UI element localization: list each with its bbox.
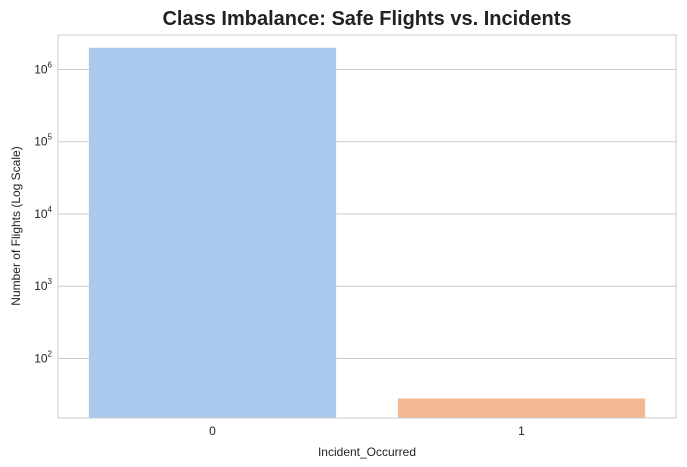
y-tick-label: 102 (34, 349, 52, 365)
y-axis-label: Number of Flights (Log Scale) (9, 146, 23, 305)
x-axis-label: Incident_Occurred (318, 445, 416, 459)
bar-0 (88, 47, 337, 418)
x-tick-label: 0 (209, 424, 216, 438)
y-tick-label: 105 (34, 133, 52, 149)
y-tick-label: 103 (34, 277, 52, 293)
bars (88, 47, 646, 418)
y-tick-exponent: 6 (48, 60, 53, 69)
y-tick-base: 10 (34, 279, 48, 293)
y-tick-exponent: 4 (48, 205, 53, 214)
chart-title: Class Imbalance: Safe Flights vs. Incide… (162, 8, 571, 30)
y-tick-base: 10 (34, 351, 48, 365)
bar-1 (397, 398, 646, 418)
y-tick-label: 104 (34, 205, 52, 221)
y-tick-base: 10 (34, 135, 48, 149)
y-tick-base: 10 (34, 62, 48, 76)
y-tick-exponent: 5 (48, 133, 53, 142)
y-tick-base: 10 (34, 207, 48, 221)
y-tick-label: 106 (34, 60, 52, 76)
plot-frame (57, 34, 677, 419)
y-tick-exponent: 3 (48, 277, 53, 286)
x-tick-label: 1 (518, 424, 525, 438)
y-tick-exponent: 2 (48, 349, 53, 358)
